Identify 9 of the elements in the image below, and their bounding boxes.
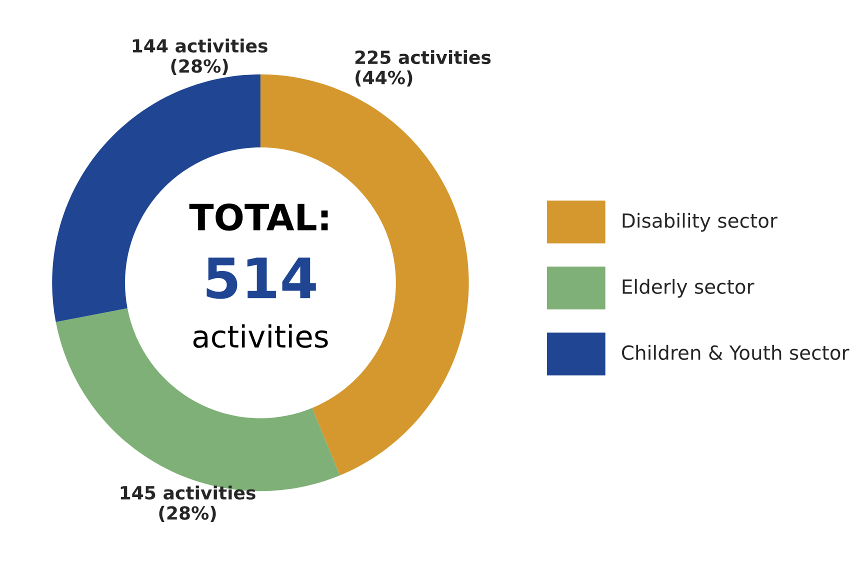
text: activities: [193, 324, 328, 348]
legend-label: Children & Youth sector: [622, 344, 850, 360]
data-label: 145 activities (28%): [120, 486, 256, 522]
legend-label: Disability sector: [622, 212, 778, 232]
text: 514: [206, 258, 316, 299]
legend-label: Elderly sector: [622, 278, 754, 298]
text: TOTAL:: [189, 203, 328, 231]
data-label: 225 activities (44%): [355, 50, 491, 86]
data-label: 144 activities (28%): [132, 38, 268, 75]
